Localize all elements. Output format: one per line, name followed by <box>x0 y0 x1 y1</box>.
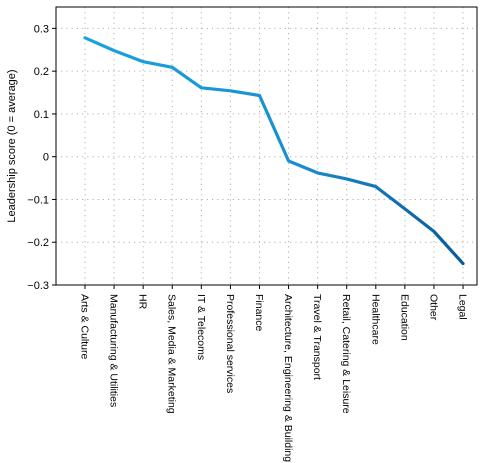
x-tick-label: Legal <box>457 294 469 320</box>
series-layer <box>83 36 465 266</box>
x-tick-label: Architecture, Engineering & Building <box>282 294 294 462</box>
y-tick-label: 0 <box>43 152 49 164</box>
y-tick-label: 0.2 <box>34 66 49 78</box>
y-axis-label: Leadership score (0 = average) <box>6 69 18 222</box>
x-tick-label: Manufacturing & Utilities <box>108 294 120 407</box>
x-tick-label: Other <box>427 294 439 321</box>
plot-frame <box>55 6 478 286</box>
axes <box>55 6 478 286</box>
x-tick-label: Arts & Culture <box>79 294 91 360</box>
y-tick-label: −0.3 <box>27 280 49 292</box>
y-tick-label: 0.1 <box>34 109 49 121</box>
y-tick-label: 0.3 <box>34 23 49 35</box>
x-tick-label: Travel & Transport <box>311 294 323 380</box>
x-tick-label: Sales, Media & Marketing <box>166 294 178 414</box>
x-axis-ticks: Arts & Culture Manufacturing & Utilities H… <box>79 285 469 462</box>
y-axis-ticks: −0.3 −0.2 −0.1 0 0.1 0.2 0.3 <box>27 23 56 292</box>
x-tick-label: Finance <box>253 294 265 332</box>
x-tick-label: Education <box>398 294 410 341</box>
x-tick-label: IT & Telecoms <box>195 294 207 360</box>
x-tick-label: HR <box>137 294 149 310</box>
series-line <box>83 36 465 266</box>
x-tick-label: Professional services <box>224 294 236 393</box>
y-tick-label: −0.1 <box>27 194 49 206</box>
x-tick-label: Healthcare <box>369 294 381 345</box>
y-tick-label: −0.2 <box>27 237 49 249</box>
x-tick-label: Retail, Catering & Leisure <box>340 294 352 414</box>
grid <box>56 7 477 285</box>
